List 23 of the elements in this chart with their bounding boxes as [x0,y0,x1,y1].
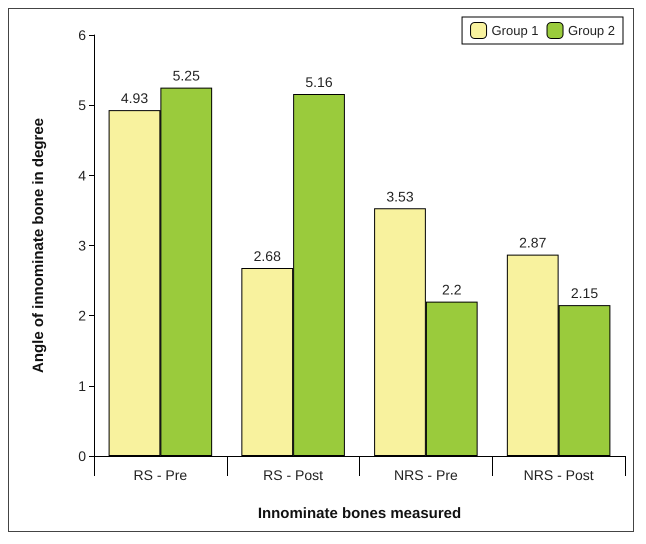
y-tick-label: 6 [78,27,86,43]
y-tick-label: 1 [78,378,86,394]
data-label: 2.87 [519,234,547,251]
x-tick-label: NRS - Post [524,467,594,483]
y-tick-label: 4 [78,167,86,184]
x-tick-label: NRS - Pre [394,467,458,483]
x-tick-label: RS - Pre [134,467,188,483]
y-axis-title: Angle of innominate bone in degree [30,118,47,374]
data-label: 2.15 [570,285,598,302]
y-tick-label: 2 [78,308,86,324]
legend-label: Group 2 [568,23,616,38]
data-label: 5.16 [305,74,333,90]
data-label: 2.68 [254,248,282,264]
y-tick-label: 5 [78,97,86,114]
data-label: 5.25 [172,68,200,84]
x-axis-title: Innominate bones measured [258,505,462,522]
x-tick-label: RS - Post [263,467,324,483]
data-label: 2.2 [442,282,462,298]
data-label: 3.53 [386,188,414,204]
y-tick-label: 0 [78,448,86,464]
legend-label: Group 1 [492,23,539,38]
y-tick-label: 3 [78,238,86,254]
data-label: 4.93 [120,90,148,106]
